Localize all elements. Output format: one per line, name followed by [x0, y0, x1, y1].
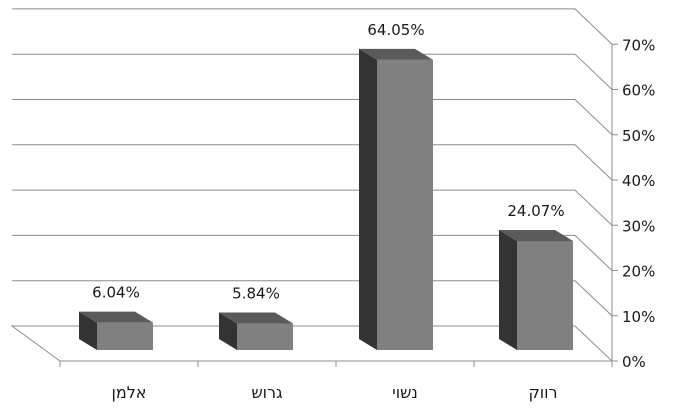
y-tick-label: 50% [622, 127, 655, 145]
data-label: 6.04% [92, 284, 140, 302]
y-tick-label: 20% [622, 263, 655, 281]
y-axis: 0% 10% 20% 30% 40% 50% 60% 70% [59, 36, 655, 371]
category-label: רווק [528, 383, 557, 402]
data-label: 64.05% [367, 21, 424, 39]
data-labels: 6.04% 5.84% 64.05% 24.07% [92, 21, 564, 303]
bar-front [237, 323, 293, 350]
bar-front [377, 59, 433, 350]
gridline [12, 144, 613, 181]
category-label: אלמן [111, 383, 146, 402]
y-tick-label: 0% [622, 353, 646, 371]
bar-side [359, 48, 377, 350]
y-tick-label: 30% [622, 217, 655, 235]
bar-top [219, 312, 293, 324]
bar [219, 312, 293, 350]
gridline [12, 99, 613, 136]
bar [79, 311, 153, 350]
y-tick-label: 60% [622, 82, 655, 100]
bar-top [359, 48, 433, 60]
data-label: 5.84% [232, 285, 280, 303]
gridline [12, 189, 613, 226]
gridline [12, 53, 613, 90]
y-tick-label: 70% [622, 36, 655, 54]
bar-side [79, 311, 97, 350]
y-tick-label: 40% [622, 172, 655, 190]
x-axis-labels: אלמן גרוש נשוי רווק [111, 383, 557, 402]
gridline [12, 8, 613, 45]
bars [79, 48, 573, 350]
bar-top [499, 229, 573, 241]
gridlines [12, 8, 613, 317]
bar-front [97, 322, 153, 350]
category-label: גרוש [251, 383, 283, 402]
bar [499, 229, 573, 350]
bar-top [79, 311, 153, 323]
category-label: נשוי [392, 383, 418, 402]
bar-side [219, 312, 237, 350]
bar-side [499, 229, 517, 350]
y-tick-label: 10% [622, 308, 655, 326]
gridline [12, 234, 613, 271]
data-label: 24.07% [507, 202, 564, 220]
bar-front [517, 240, 573, 350]
bar [359, 48, 433, 350]
gridline [12, 280, 613, 317]
